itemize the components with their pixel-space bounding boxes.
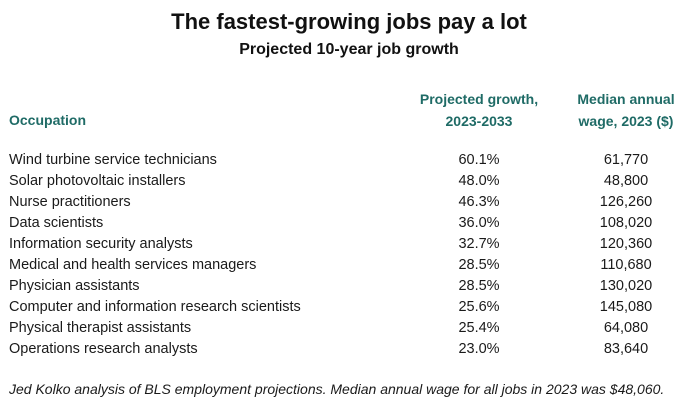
- cell-occupation: Computer and information research scient…: [9, 299, 301, 315]
- cell-occupation: Physical therapist assistants: [9, 320, 192, 336]
- table-row: Medical and health services managers 28.5…: [0, 255, 698, 276]
- column-header-wage-line2: wage, 2023 ($): [578, 113, 674, 129]
- column-header-wage: Median annual wage, 2023 ($): [556, 88, 696, 132]
- chart-subtitle: Projected 10-year job growth: [239, 41, 459, 58]
- table-row: Operations research analysts 23.0% 83,640: [0, 339, 698, 360]
- cell-wage: 61,770: [603, 152, 649, 168]
- table-row: Physician assistants 28.5% 130,020: [0, 276, 698, 297]
- footnote: Jed Kolko analysis of BLS employment pro…: [9, 381, 665, 397]
- cell-growth: 60.1%: [458, 152, 500, 168]
- cell-occupation: Data scientists: [9, 215, 104, 231]
- table-row: Wind turbine service technicians 60.1% 61,…: [0, 150, 698, 171]
- cell-wage: 130,020: [599, 278, 653, 294]
- column-header-occupation: Occupation: [9, 112, 87, 128]
- column-header-growth-line1: Projected growth,: [419, 91, 539, 107]
- table-row: Data scientists 36.0% 108,020: [0, 213, 698, 234]
- table-row: Nurse practitioners 46.3% 126,260: [0, 192, 698, 213]
- table-row: Information security analysts 32.7% 120,36…: [0, 234, 698, 255]
- cell-wage: 145,080: [599, 299, 653, 315]
- cell-growth: 25.4%: [458, 320, 500, 336]
- cell-wage: 64,080: [603, 320, 649, 336]
- cell-growth: 28.5%: [458, 257, 500, 273]
- cell-occupation: Physician assistants: [9, 278, 140, 294]
- cell-wage: 120,360: [599, 236, 653, 252]
- column-header-wage-line1: Median annual: [577, 91, 675, 107]
- cell-occupation: Nurse practitioners: [9, 194, 131, 210]
- cell-wage: 110,680: [600, 257, 652, 273]
- cell-wage: 126,260: [599, 194, 653, 210]
- column-header-growth: Projected growth, 2023-2033: [400, 88, 558, 132]
- cell-growth: 25.6%: [458, 299, 500, 315]
- table-row: Computer and information research scient…: [0, 297, 698, 318]
- cell-occupation: Wind turbine service technicians: [9, 152, 217, 168]
- table-body: Wind turbine service technicians 60.1% 61,…: [0, 150, 698, 360]
- cell-growth: 36.0%: [458, 215, 500, 231]
- table-row: Solar photovoltaic installers 48.0% 48,800: [0, 171, 698, 192]
- cell-occupation: Information security analysts: [9, 236, 193, 252]
- cell-growth: 46.3%: [458, 194, 500, 210]
- cell-growth: 32.7%: [458, 236, 500, 252]
- cell-growth: 28.5%: [458, 278, 500, 294]
- table-row: Physical therapist assistants 25.4% 64,080: [0, 318, 698, 339]
- cell-wage: 83,640: [603, 341, 649, 357]
- cell-wage: 48,800: [603, 173, 649, 189]
- cell-occupation: Operations research analysts: [9, 341, 198, 357]
- chart-title: The fastest-growing jobs pay a lot: [171, 9, 527, 34]
- cell-occupation: Medical and health services managers: [9, 257, 257, 273]
- cell-occupation: Solar photovoltaic installers: [9, 173, 186, 189]
- cell-growth: 23.0%: [458, 341, 500, 357]
- cell-wage: 108,020: [599, 215, 653, 231]
- column-header-growth-line2: 2023-2033: [445, 113, 513, 129]
- cell-growth: 48.0%: [458, 173, 500, 189]
